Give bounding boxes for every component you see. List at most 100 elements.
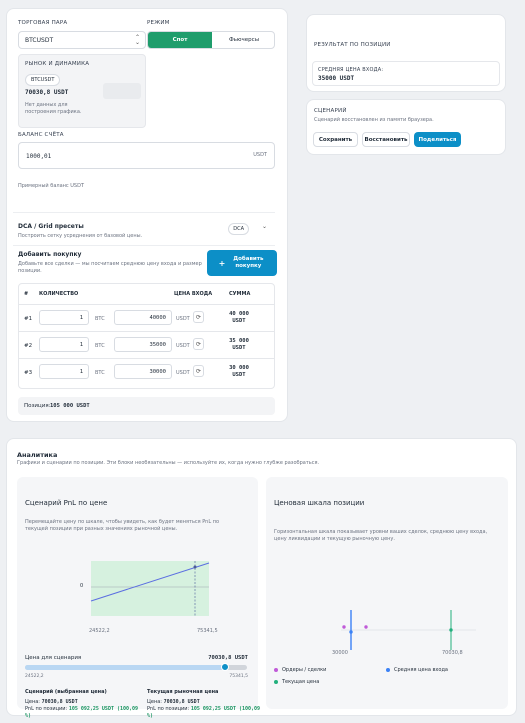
- pnl-chart-zero-label: 0: [80, 583, 84, 589]
- legend-orders-label: Ордеры / сделки: [282, 667, 327, 673]
- balance-hint: Примерный баланс USDT: [18, 183, 85, 189]
- legend-current-label: Текущая цена: [282, 679, 320, 685]
- price-currency: USDT: [176, 343, 190, 349]
- analytics-title: Аналитика: [17, 451, 58, 459]
- slider-max: 75341,5: [229, 674, 248, 679]
- dca-presets[interactable]: DCA / Grid пресеты Построить сетку усред…: [13, 212, 275, 246]
- legend-current-dot: [274, 680, 278, 684]
- add-buy-title: Добавить покупку: [18, 251, 82, 258]
- scale-title: Ценовая шкала позиции: [274, 499, 365, 507]
- share-button[interactable]: Поделиться: [414, 132, 461, 147]
- pnl-market-title: Текущая рыночная цена: [147, 689, 219, 695]
- scenario-card: СЦЕНАРИЙ Сценарий восстановлен из памяти…: [306, 99, 506, 155]
- balance-input-value: 1000,01: [26, 153, 52, 160]
- scenario-title: СЦЕНАРИЙ: [314, 108, 347, 114]
- entry-price-input[interactable]: 35000: [114, 337, 172, 352]
- pnl-chart: 0 24522,2 75341,5: [25, 551, 225, 651]
- add-buy-desc: Добавьте все сделки — мы посчитаем средн…: [18, 261, 202, 274]
- market-pnl: 105 092,25 USDT (100,09 %): [147, 706, 261, 719]
- price-slider-fill: [25, 665, 225, 670]
- mode-label: РЕЖИМ: [147, 20, 170, 26]
- balance-input[interactable]: 1000,01 USDT: [18, 142, 275, 169]
- pair-select-value: BTCUSDT: [25, 37, 54, 44]
- row-number: #1: [24, 316, 33, 322]
- row-sum-currency: USDT: [232, 345, 246, 351]
- refresh-price-icon[interactable]: ⟳: [193, 338, 204, 350]
- price-currency: USDT: [176, 370, 190, 376]
- add-buy-button[interactable]: + Добавить покупку: [207, 250, 277, 276]
- pnl-market-stats: Текущая рыночная цена: [147, 689, 257, 695]
- position-value: 105 000 USDT: [50, 403, 90, 409]
- row-sum: 40 000 USDT: [219, 311, 259, 325]
- qty-unit: BTC: [95, 316, 105, 322]
- price-slider[interactable]: [25, 663, 247, 671]
- legend-avg: Средняя цена входа: [386, 667, 448, 673]
- avg-price-value: 35000 USDT: [318, 75, 355, 82]
- row-sum-value: 30 000: [229, 365, 249, 371]
- market-price-value: 70030,8 USDT: [163, 699, 200, 705]
- scenario-pnl: 105 092,25 USDT (100,09 %): [25, 706, 139, 719]
- save-button[interactable]: Сохранить: [313, 132, 358, 147]
- price-slider-thumb[interactable]: [220, 663, 229, 671]
- refresh-price-icon[interactable]: ⟳: [193, 311, 204, 323]
- scale-panel: Ценовая шкала позиции Горизонтальная шка…: [266, 477, 508, 709]
- market-chart-placeholder: [103, 83, 141, 99]
- trade-marker-30000: [342, 625, 346, 629]
- table-header: # КОЛИЧЕСТВО ЦЕНА ВХОДА СУММА: [19, 284, 274, 302]
- pair-select[interactable]: BTCUSDT ⌃ ⌄: [18, 31, 146, 49]
- qty-input[interactable]: 1: [39, 310, 89, 325]
- table-header-num: #: [24, 291, 29, 297]
- legend-avg-dot: [386, 668, 390, 672]
- pnl-scenario-details: Цена: 70030,8 USDT PnL по позиции: 105 0…: [25, 699, 145, 720]
- pnl-x-min: 24522,2: [89, 628, 110, 634]
- row-number: #3: [24, 370, 33, 376]
- avg-price-label: СРЕДНЯЯ ЦЕНА ВХОДА:: [318, 67, 384, 73]
- table-row: #2 1 BTC 35000 USDT ⟳ 35 000 USDT: [19, 331, 274, 358]
- pnl-profit-area: [91, 561, 209, 616]
- trade-setup-card: ТОРГОВАЯ ПАРА BTCUSDT ⌃ ⌄ РЕЖИМ Спот Фьюч…: [6, 8, 288, 422]
- legend-current: Текущая цена: [274, 679, 319, 685]
- entry-price-input[interactable]: 30000: [114, 364, 172, 379]
- scale-desc: Горизонтальная шкала показывает уровни в…: [274, 529, 488, 542]
- position-label: Позиция:: [24, 403, 51, 409]
- qty-unit: BTC: [95, 343, 105, 349]
- table-header-qty: КОЛИЧЕСТВО: [39, 291, 79, 297]
- qty-unit: BTC: [95, 370, 105, 376]
- row-sum-value: 40 000: [229, 311, 249, 317]
- entry-price-input[interactable]: 40000: [114, 310, 172, 325]
- mode-toggle: Спот Фьючерсы: [147, 31, 275, 49]
- scenario-price-label: Цена:: [25, 699, 40, 705]
- balance-label: БАЛАНС СЧЁТА: [18, 132, 64, 138]
- market-block: РЫНОК И ДИНАМИКА BTCUSDT 70030,8 USDT Не…: [18, 54, 146, 128]
- table-row: #3 1 BTC 30000 USDT ⟳ 30 000 USDT: [19, 358, 274, 385]
- market-chip: BTCUSDT: [25, 74, 61, 86]
- slider-value: 70030,8 USDT: [208, 655, 248, 661]
- chevron-down-icon: ⌄: [261, 223, 267, 230]
- plus-icon: +: [218, 258, 226, 268]
- mode-spot-button[interactable]: Спот: [148, 32, 212, 48]
- table-header-price: ЦЕНА ВХОДА: [174, 291, 213, 297]
- restore-button[interactable]: Восстановить: [362, 132, 410, 147]
- row-sum-currency: USDT: [232, 318, 246, 324]
- result-title: РЕЗУЛЬТАТ ПО ПОЗИЦИИ: [314, 42, 391, 48]
- table-row: #1 1 BTC 40000 USDT ⟳ 40 000 USDT: [19, 304, 274, 331]
- buys-table: # КОЛИЧЕСТВО ЦЕНА ВХОДА СУММА #1 1 BTC 4000…: [18, 283, 275, 389]
- qty-input[interactable]: 1: [39, 364, 89, 379]
- market-price-label: Цена:: [147, 699, 162, 705]
- pnl-current-point: [193, 565, 197, 569]
- scenario-pnl-label: PnL по позиции:: [25, 706, 68, 712]
- mode-futures-button[interactable]: Фьючерсы: [228, 37, 260, 43]
- market-no-data: Нет данных для построения графика.: [25, 102, 82, 115]
- price-currency: USDT: [176, 316, 190, 322]
- add-buy-button-label: Добавить покупку: [233, 256, 264, 269]
- qty-input[interactable]: 1: [39, 337, 89, 352]
- analytics-card: Аналитика Графики и сценарии по позиции.…: [6, 438, 517, 719]
- row-sum: 35 000 USDT: [219, 338, 259, 352]
- legend-orders: Ордеры / сделки: [274, 667, 326, 673]
- legend-avg-label: Средняя цена входа: [394, 667, 448, 673]
- chevron-updown-icon: ⌃ ⌄: [134, 34, 140, 46]
- pnl-line: [90, 562, 210, 602]
- pnl-scenario-title: Сценарий (выбранная цена): [25, 689, 107, 695]
- refresh-price-icon[interactable]: ⟳: [193, 365, 204, 377]
- market-pnl-label: PnL по позиции:: [147, 706, 190, 712]
